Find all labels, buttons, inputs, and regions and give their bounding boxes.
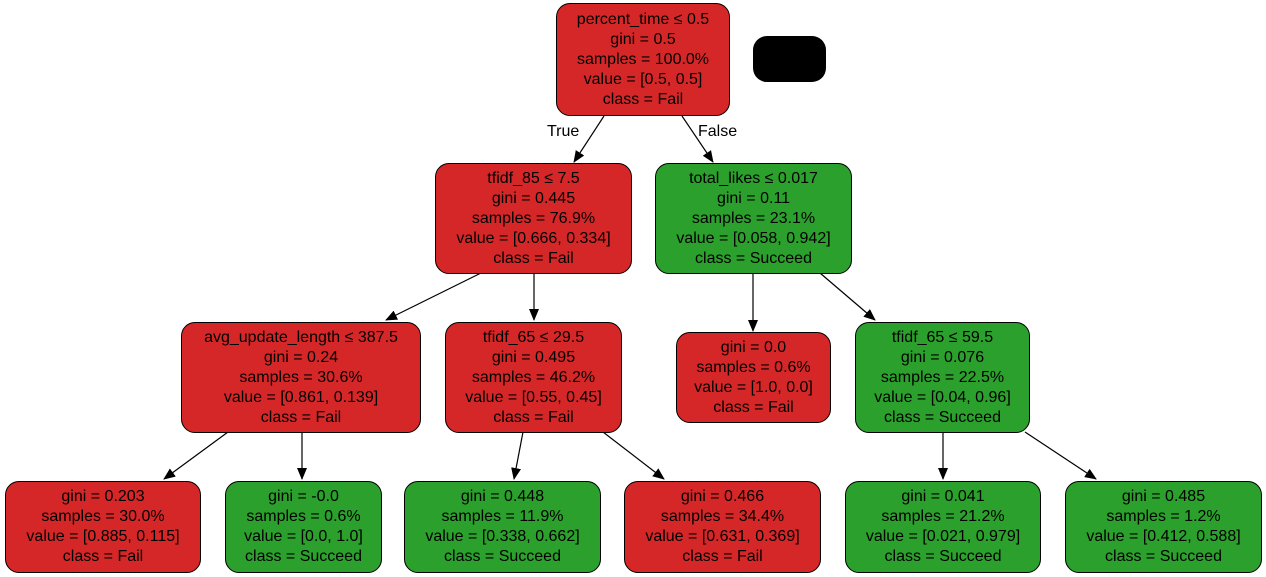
node-class: class = Succeed xyxy=(444,548,561,565)
node-samples: samples = 23.1% xyxy=(691,209,816,227)
node-split: total_likes ≤ 0.017 xyxy=(689,169,818,187)
node-value: value = [0.885, 0.115] xyxy=(26,528,180,545)
node-gini: gini = 0.445 xyxy=(491,189,576,207)
edge-l1-to-ll2 xyxy=(385,272,482,321)
edge-r1-to-rr2 xyxy=(819,272,876,321)
node-root: percent_time ≤ 0.5 gini = 0.5 samples = … xyxy=(556,3,730,116)
node-samples: samples = 30.0% xyxy=(41,508,165,525)
redaction-box xyxy=(753,36,826,82)
node-class: class = Fail xyxy=(602,90,684,108)
node-gini: gini = 0.5 xyxy=(610,30,676,48)
node-value: value = [0.0, 1.0] xyxy=(244,528,363,545)
node-value: value = [0.5, 0.5] xyxy=(583,70,703,88)
edge-label-true: True xyxy=(547,123,580,140)
node-value: value = [0.861, 0.139] xyxy=(223,388,379,406)
edge-lr2-to-leaf4 xyxy=(602,431,665,480)
node-value: value = [1.0, 0.0] xyxy=(694,378,813,396)
node-value: value = [0.55, 0.45] xyxy=(465,388,602,406)
node-value: value = [0.412, 0.588] xyxy=(1086,528,1241,545)
node-class: class = Succeed xyxy=(1105,548,1222,565)
node-split: percent_time ≤ 0.5 xyxy=(576,10,710,28)
node-leaf1: gini = 0.203 samples = 30.0% value = [0.… xyxy=(5,481,201,573)
node-gini: gini = 0.466 xyxy=(680,488,765,505)
node-gini: gini = 0.0 xyxy=(720,338,787,356)
node-class: class = Fail xyxy=(682,548,763,565)
node-class: class = Succeed xyxy=(884,548,1002,565)
node-class: class = Succeed xyxy=(884,408,1001,426)
node-split: tfidf_65 ≤ 29.5 xyxy=(482,328,585,346)
node-gini: gini = 0.485 xyxy=(1121,488,1206,505)
node-class: class = Fail xyxy=(713,398,794,416)
node-samples: samples = 11.9% xyxy=(441,508,564,525)
node-gini: gini = -0.0 xyxy=(268,488,339,505)
node-gini: gini = 0.203 xyxy=(61,488,145,505)
edge-ll2-to-leaf1 xyxy=(163,431,229,480)
node-ll2: avg_update_length ≤ 387.5 gini = 0.24 sa… xyxy=(181,322,421,433)
node-lr2: tfidf_65 ≤ 29.5 gini = 0.495 samples = 4… xyxy=(445,322,622,433)
node-samples: samples = 0.6% xyxy=(696,358,811,376)
node-leaf4: gini = 0.466 samples = 34.4% value = [0.… xyxy=(624,481,821,573)
node-leaf6: gini = 0.485 samples = 1.2% value = [0.4… xyxy=(1065,481,1262,573)
node-samples: samples = 21.2% xyxy=(881,508,1005,525)
node-split: tfidf_65 ≤ 59.5 xyxy=(891,328,994,346)
node-gini: gini = 0.448 xyxy=(460,488,545,505)
node-leaf5: gini = 0.041 samples = 21.2% value = [0.… xyxy=(845,481,1041,573)
node-samples: samples = 30.6% xyxy=(239,368,363,386)
node-class: class = Fail xyxy=(493,249,574,267)
edge-rr2-to-leaf6 xyxy=(1024,431,1097,480)
node-samples: samples = 34.4% xyxy=(660,508,785,525)
node-gini: gini = 0.24 xyxy=(263,348,339,366)
node-rl2: gini = 0.0 samples = 0.6% value = [1.0, … xyxy=(676,332,831,423)
node-samples: samples = 46.2% xyxy=(471,368,596,386)
node-leaf2: gini = -0.0 samples = 0.6% value = [0.0,… xyxy=(225,481,382,573)
node-leaf3: gini = 0.448 samples = 11.9% value = [0.… xyxy=(404,481,601,573)
node-samples: samples = 22.5% xyxy=(880,368,1005,386)
edge-root-to-l1 xyxy=(573,115,605,163)
node-value: value = [0.058, 0.942] xyxy=(676,229,831,247)
node-l1: tfidf_85 ≤ 7.5 gini = 0.445 samples = 76… xyxy=(435,163,632,274)
node-samples: samples = 100.0% xyxy=(576,50,710,68)
node-gini: gini = 0.495 xyxy=(491,348,576,366)
node-class: class = Fail xyxy=(493,408,574,426)
node-value: value = [0.04, 0.96] xyxy=(874,388,1011,406)
node-value: value = [0.666, 0.334] xyxy=(456,229,611,247)
node-class: class = Fail xyxy=(260,408,342,426)
node-class: class = Succeed xyxy=(245,548,362,565)
node-gini: gini = 0.041 xyxy=(901,488,985,505)
node-class: class = Succeed xyxy=(695,249,812,267)
node-r1: total_likes ≤ 0.017 gini = 0.11 samples … xyxy=(655,163,852,274)
node-rr2: tfidf_65 ≤ 59.5 gini = 0.076 samples = 2… xyxy=(855,322,1030,433)
node-samples: samples = 0.6% xyxy=(246,508,361,525)
node-value: value = [0.021, 0.979] xyxy=(865,528,1021,545)
node-value: value = [0.338, 0.662] xyxy=(425,528,580,545)
node-samples: samples = 1.2% xyxy=(1106,508,1221,525)
node-samples: samples = 76.9% xyxy=(471,209,596,227)
node-gini: gini = 0.076 xyxy=(900,348,985,366)
node-value: value = [0.631, 0.369] xyxy=(645,528,800,545)
node-gini: gini = 0.11 xyxy=(716,189,791,207)
node-class: class = Fail xyxy=(62,548,144,565)
edge-label-false: False xyxy=(698,123,738,140)
edge-root-to-r1 xyxy=(681,115,714,163)
node-split: avg_update_length ≤ 387.5 xyxy=(204,328,398,346)
edge-lr2-to-leaf3 xyxy=(511,431,524,480)
node-split: tfidf_85 ≤ 7.5 xyxy=(487,169,580,187)
